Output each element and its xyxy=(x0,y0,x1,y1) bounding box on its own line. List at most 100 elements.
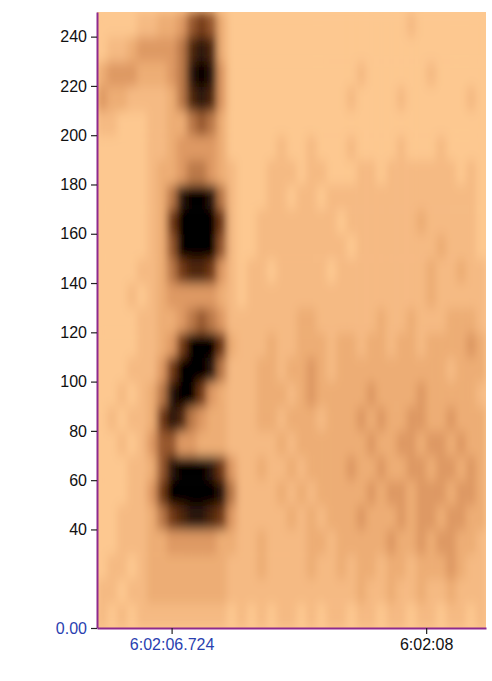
heatmap-cell xyxy=(366,86,376,111)
heatmap-cell xyxy=(117,209,127,234)
heatmap-cell xyxy=(456,12,466,37)
heatmap-cell xyxy=(416,86,426,111)
heatmap-cell xyxy=(386,505,396,530)
heatmap-cell xyxy=(257,480,267,505)
tick-mark xyxy=(426,628,427,634)
heatmap-cell xyxy=(406,480,416,505)
tick-label: 0.00 xyxy=(56,620,87,637)
heatmap-cell xyxy=(157,61,167,86)
heatmap-cell xyxy=(277,332,287,357)
heatmap-cell xyxy=(296,86,306,111)
heatmap-cell xyxy=(476,554,486,579)
heatmap-cell xyxy=(336,37,346,62)
heatmap-cell xyxy=(137,431,147,456)
heatmap-cell xyxy=(406,332,416,357)
heatmap-cell xyxy=(406,61,416,86)
heatmap-cell xyxy=(177,37,187,62)
heatmap-cell xyxy=(366,234,376,259)
heatmap-cell xyxy=(197,529,207,554)
heatmap-cell xyxy=(237,209,247,234)
heatmap-cell xyxy=(446,111,456,136)
tick-label: 6:02:08 xyxy=(400,636,453,653)
heatmap-cell xyxy=(416,308,426,333)
heatmap-cell xyxy=(117,406,127,431)
heatmap-cell xyxy=(197,184,207,209)
heatmap-cell xyxy=(396,209,406,234)
heatmap-cell xyxy=(356,184,366,209)
heatmap-cell xyxy=(326,111,336,136)
heatmap-cell xyxy=(466,111,476,136)
heatmap-cell xyxy=(316,86,326,111)
heatmap-cell xyxy=(296,603,306,628)
heatmap-cell xyxy=(326,209,336,234)
heatmap-cell xyxy=(227,234,237,259)
heatmap-cell xyxy=(366,135,376,160)
heatmap-cell xyxy=(237,37,247,62)
heatmap-cell xyxy=(346,283,356,308)
heatmap-cell xyxy=(296,529,306,554)
chart-svg: 0.004060801001201401601802002202406:02:0… xyxy=(0,0,492,681)
heatmap-cell xyxy=(207,86,217,111)
heatmap-cell xyxy=(187,406,197,431)
heatmap-cell xyxy=(476,37,486,62)
heatmap-cell xyxy=(287,529,297,554)
heatmap-cell xyxy=(306,332,316,357)
heatmap-cell xyxy=(366,209,376,234)
axis-line xyxy=(97,13,99,629)
heatmap-cell xyxy=(316,480,326,505)
heatmap-cell xyxy=(247,258,257,283)
heatmap-cell xyxy=(217,135,227,160)
heatmap-cell xyxy=(426,406,436,431)
heatmap-cell xyxy=(107,579,117,604)
heatmap-cell xyxy=(376,382,386,407)
heatmap-cell xyxy=(227,332,237,357)
heatmap-cell xyxy=(227,357,237,382)
heatmap-cell xyxy=(396,258,406,283)
heatmap-cell xyxy=(227,480,237,505)
heatmap-cell xyxy=(436,37,446,62)
heatmap-cell xyxy=(366,258,376,283)
heatmap-cell xyxy=(426,209,436,234)
heatmap-cell xyxy=(217,579,227,604)
heatmap-cell xyxy=(316,357,326,382)
heatmap-cell xyxy=(117,37,127,62)
heatmap-cell xyxy=(117,357,127,382)
heatmap-cell xyxy=(137,505,147,530)
heatmap-cell xyxy=(157,12,167,37)
heatmap-cell xyxy=(366,332,376,357)
heatmap-cell xyxy=(267,12,277,37)
heatmap-cell xyxy=(127,529,137,554)
heatmap-cell xyxy=(366,579,376,604)
heatmap-cell xyxy=(306,603,316,628)
heatmap-cell xyxy=(207,357,217,382)
heatmap-cell xyxy=(436,357,446,382)
heatmap-cell xyxy=(127,456,137,481)
heatmap-cell xyxy=(476,258,486,283)
heatmap-cell xyxy=(366,529,376,554)
heatmap-cell xyxy=(147,456,157,481)
heatmap-cell xyxy=(107,456,117,481)
heatmap-cell xyxy=(217,529,227,554)
heatmap-cell xyxy=(107,209,117,234)
heatmap-cell xyxy=(356,579,366,604)
heatmap-cell xyxy=(227,406,237,431)
heatmap-cell xyxy=(147,603,157,628)
heatmap-cell xyxy=(296,12,306,37)
heatmap-cell xyxy=(416,579,426,604)
heatmap-cell xyxy=(197,554,207,579)
heatmap-cell xyxy=(127,382,137,407)
heatmap-cell xyxy=(416,234,426,259)
heatmap-cell xyxy=(167,480,177,505)
heatmap-cell xyxy=(426,431,436,456)
heatmap-cell xyxy=(147,505,157,530)
heatmap-cell xyxy=(147,61,157,86)
tick-label: 120 xyxy=(60,324,87,341)
heatmap-cell xyxy=(316,258,326,283)
heatmap-cell xyxy=(316,382,326,407)
heatmap-cell xyxy=(287,456,297,481)
heatmap-cell xyxy=(287,579,297,604)
heatmap-cell xyxy=(157,382,167,407)
heatmap-cell xyxy=(466,258,476,283)
heatmap-cell xyxy=(267,505,277,530)
tick-label: 180 xyxy=(60,176,87,193)
